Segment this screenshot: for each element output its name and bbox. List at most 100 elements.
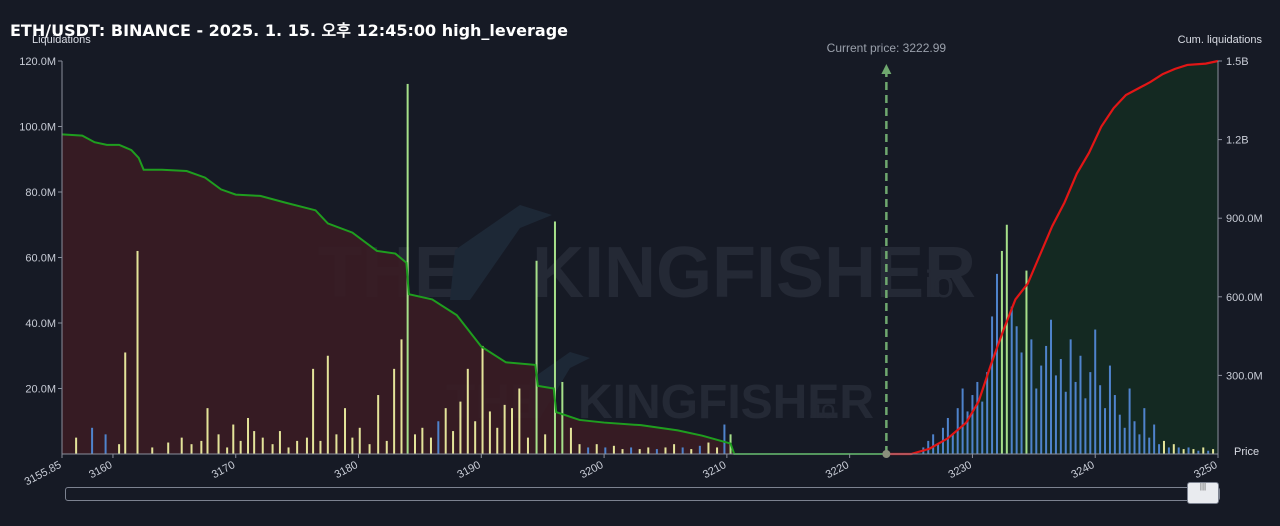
y2-tick-label: 600.0M [1226,292,1263,304]
liquidation-bar [1153,424,1156,454]
liquidation-bar [180,437,183,454]
liquidation-bar [927,440,930,454]
liquidation-bar [91,427,94,454]
x-tick-label: 3200 [578,459,605,481]
x-tick-label: 3190 [455,459,482,481]
liquidation-bar [673,444,676,454]
liquidation-bar [1138,434,1141,454]
range-scrollbar-handle[interactable]: ||| [1187,482,1219,504]
y-tick-label: 120.0M [19,56,56,68]
x-tick-label: 3230 [947,459,974,481]
watermark-text-suffix: .io [914,264,954,306]
current-price-dot [882,450,891,458]
liquidation-bar [414,434,417,454]
liquidation-bar [167,442,170,454]
liquidation-bar [578,444,581,454]
liquidation-bar [510,408,513,454]
liquidation-bar [1025,270,1028,454]
liquidation-bar [1172,444,1175,454]
liquidation-bar [587,447,590,454]
liquidation-bar [1094,329,1097,454]
liquidation-bar [1000,250,1003,454]
liquidation-bar [1099,385,1102,454]
liquidation-bar [1040,365,1043,454]
liquidation-bar [1079,355,1082,454]
liquidation-bar [377,395,380,454]
liquidation-bar [1104,408,1107,454]
liquidation-bar [1015,326,1018,454]
liquidation-bar [368,444,371,454]
liquidation-bar [1113,395,1116,454]
liquidation-bar [1212,449,1215,454]
watermark-text-brand-small: KINGFISHER [578,376,874,429]
x-tick-label: 3250 [1192,459,1219,481]
y2-tick-label: 900.0M [1226,213,1263,225]
arrow-up-icon [881,64,892,74]
liquidation-bar [553,221,556,454]
liquidation-bar [621,449,624,454]
liquidation-bar [612,445,615,454]
y-tick-label: 40.0M [25,318,56,330]
liquidation-bar [1192,449,1195,454]
liquidation-bar [1059,359,1062,454]
x-tick-label: 3210 [701,459,728,481]
current-price-label: Current price: 3222.99 [827,41,947,55]
y-tick-label: 80.0M [25,187,56,199]
liquidation-bar [1089,372,1092,454]
liquidation-bar [966,411,969,454]
liquidation-bar [976,381,979,454]
x-tick-label: 3180 [333,459,360,481]
liquidation-bar [429,437,432,454]
y2-tick-label: 1.5B [1226,56,1249,68]
liquidation-bar [452,431,455,454]
right-axis-label: Cum. liquidations [1177,34,1262,46]
liquidation-bar [326,355,329,454]
liquidation-bar [217,434,220,454]
liquidation-bar [518,388,521,454]
liquidation-bar [569,427,572,454]
liquidation-bar [385,440,388,454]
liquidation-bar [421,427,424,454]
left-axis-label: Liquidations [32,34,91,46]
y-tick-label: 60.0M [25,253,56,265]
watermark-text-brand: KINGFISHER [532,233,976,313]
liquidation-bar [118,444,121,454]
liquidation-bar [247,417,250,454]
liquidation-bar [481,345,484,454]
long-cum-area [886,61,1218,454]
liquidation-bar [1010,306,1013,454]
liquidation-bar [647,447,650,454]
liquidation-bar [305,437,308,454]
liquidation-bar [716,447,719,454]
liquidation-bar [1118,414,1121,454]
liquidation-bar [1133,421,1136,454]
liquidation-bar [190,444,193,454]
watermark-text-suffix-small: .io [808,394,835,424]
liquidation-bar [690,449,693,454]
liquidation-bar [1050,319,1053,454]
x-axis-label: Price [1234,446,1260,458]
liquidation-bar [961,388,964,454]
x-tick-label: 3220 [824,459,851,481]
liquidation-bar [1108,365,1111,454]
liquidation-bar [253,431,256,454]
liquidation-bar [1054,375,1057,454]
liquidation-bar [319,440,322,454]
liquidation-bar [474,421,477,454]
liquidation-bar [444,408,447,454]
liquidation-bar [544,434,547,454]
liquidation-bar [1148,437,1151,454]
liquidation-bar [1030,339,1033,454]
liquidation-bar [1064,391,1067,454]
liquidation-bar [698,445,701,454]
liquidation-bar [638,449,641,454]
liquidation-bar [437,421,440,454]
liquidation-bar [991,316,994,454]
liquidation-bar [981,401,984,454]
liquidation-bar [358,427,361,454]
liquidation-bar [136,250,139,454]
liquidation-bar [344,408,347,454]
liquidation-bar [1045,345,1048,454]
range-scrollbar-track[interactable] [65,487,1220,501]
